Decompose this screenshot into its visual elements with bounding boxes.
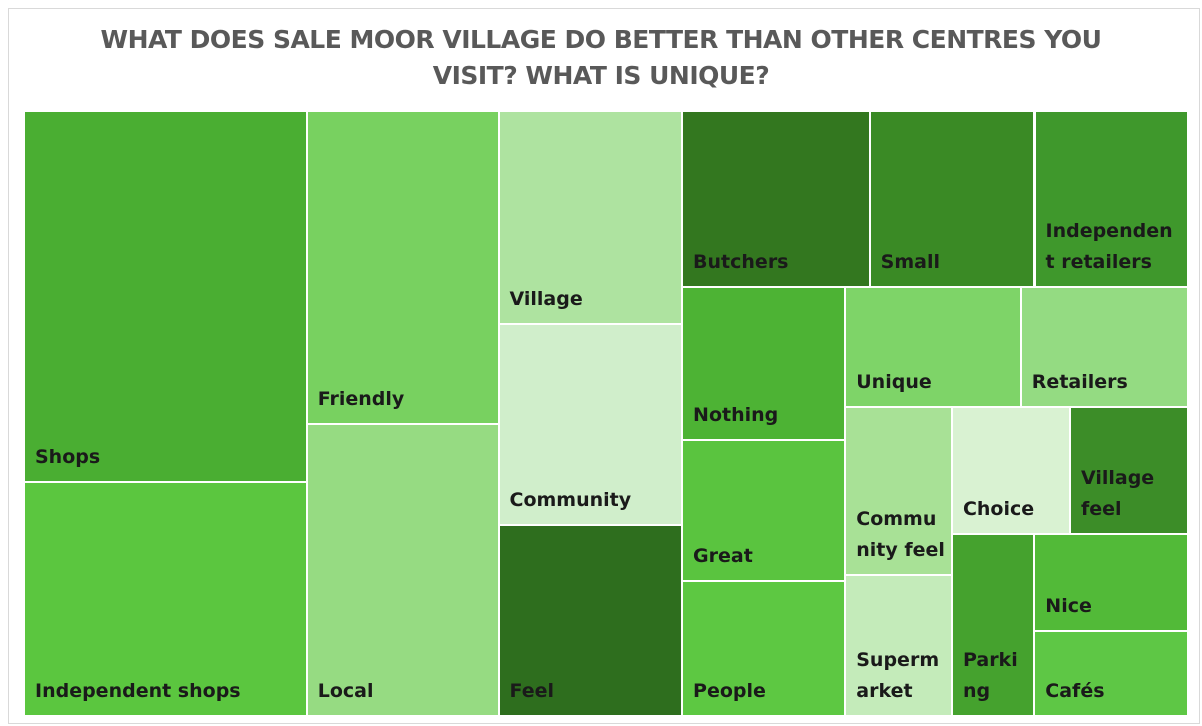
tile-label: Feel bbox=[509, 679, 555, 702]
tile-label: Choice bbox=[962, 497, 1035, 520]
treemap-tile: Independent retailers bbox=[1034, 111, 1188, 287]
tile-label: Cafés bbox=[1045, 679, 1105, 702]
tile-label: Nothing bbox=[693, 404, 779, 427]
treemap-tile: Great bbox=[682, 440, 846, 582]
tile-label: Shops bbox=[35, 446, 101, 469]
tile-label: Friendly bbox=[317, 387, 405, 410]
treemap-tile: Small bbox=[869, 111, 1035, 287]
tile-label: Community feel bbox=[856, 508, 945, 562]
treemap-tile: Nice bbox=[1034, 533, 1188, 632]
tile-label: Small bbox=[880, 250, 940, 273]
treemap-tile: Feel bbox=[498, 525, 683, 716]
tile-label: Community bbox=[509, 489, 632, 512]
treemap-tile: Community feel bbox=[845, 406, 952, 576]
treemap-tile: Village bbox=[498, 111, 683, 324]
treemap-tile: Friendly bbox=[306, 111, 499, 424]
treemap-tile: Independent shops bbox=[24, 482, 307, 716]
treemap-tile: Butchers bbox=[682, 111, 870, 287]
treemap-tile: Unique bbox=[845, 286, 1021, 407]
treemap-tile: Village feel bbox=[1069, 406, 1188, 534]
tile-label: Independent shops bbox=[35, 679, 241, 702]
tile-label: Great bbox=[693, 545, 753, 568]
treemap-tile: Cafés bbox=[1034, 631, 1188, 716]
chart-frame bbox=[8, 8, 1200, 724]
treemap-tile: Supermarket bbox=[845, 575, 952, 716]
tile-label: Nice bbox=[1045, 595, 1092, 618]
treemap-tile: Retailers bbox=[1020, 286, 1188, 407]
tile-label: Butchers bbox=[693, 250, 789, 273]
treemap-tile: People bbox=[682, 581, 846, 716]
tile-label: Local bbox=[317, 679, 374, 702]
treemap-tile: Parking bbox=[951, 533, 1035, 716]
treemap-tile: Nothing bbox=[682, 286, 846, 441]
treemap-tile: Community bbox=[498, 323, 683, 526]
tile-label: Retailers bbox=[1031, 370, 1128, 393]
treemap-tile: Choice bbox=[951, 406, 1070, 534]
chart-title: WHAT DOES SALE MOOR VILLAGE DO BETTER TH… bbox=[100, 25, 1102, 90]
tile-label: Unique bbox=[856, 370, 932, 393]
tile-label: Independent retailers bbox=[1045, 219, 1173, 273]
tile-label: Parking bbox=[962, 648, 1018, 702]
tile-label: People bbox=[693, 679, 766, 702]
plot-area: Shops Independent shops Friendly Local Villa… bbox=[24, 111, 1188, 716]
tile-label: Supermarket bbox=[856, 648, 940, 702]
tile-label: Village feel bbox=[1080, 466, 1155, 520]
treemap-tile: Local bbox=[306, 423, 499, 716]
treemap-tile: Shops bbox=[24, 111, 307, 483]
tile-label: Village bbox=[509, 287, 583, 310]
